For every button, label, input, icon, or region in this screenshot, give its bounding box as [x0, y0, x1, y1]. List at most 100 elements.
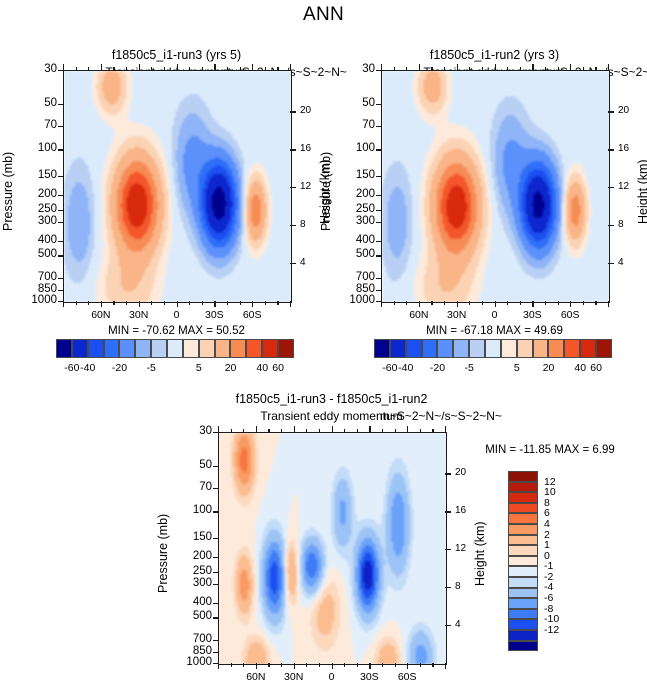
lat-tick-top	[445, 426, 447, 432]
pressure-tick	[58, 103, 63, 105]
pressure-tick-label: 300	[192, 576, 212, 589]
lat-tick-top	[151, 66, 153, 70]
pressure-tick-label: 250	[37, 202, 57, 215]
lat-tick-label: 0	[328, 671, 335, 683]
lat-tick-top	[381, 64, 383, 70]
colorbar-tick-label: 6	[544, 507, 550, 520]
lat-tick	[393, 301, 395, 305]
lat-tick	[582, 301, 584, 305]
colorbar-cell	[532, 339, 549, 358]
colorbar-cell	[508, 640, 538, 652]
colorbar-cell	[437, 339, 454, 358]
height-tick	[290, 187, 296, 189]
plot-area-right[interactable]	[381, 70, 610, 303]
min-label: MIN = -67.18	[426, 325, 493, 337]
lat-tick-top	[230, 428, 232, 432]
colorbar-tick-label: -60	[64, 362, 80, 374]
lat-tick-top	[582, 66, 584, 70]
lat-tick	[519, 301, 521, 305]
lat-tick	[344, 663, 346, 667]
colorbar-cell	[119, 339, 136, 358]
lat-tick	[189, 301, 191, 305]
pressure-tick	[213, 571, 218, 573]
colorbar-cell	[580, 339, 597, 358]
pressure-tick-label: 850	[37, 283, 57, 296]
lat-tick	[557, 301, 559, 305]
lat-tick-top	[63, 64, 65, 70]
plot-area-diff[interactable]	[218, 432, 447, 665]
pressure-tick	[58, 277, 63, 279]
colorbar-tick-label: 20	[542, 362, 555, 374]
lat-tick	[138, 301, 140, 307]
lat-tick	[226, 301, 229, 305]
colorbar-tick-label: -5	[146, 362, 156, 374]
pressure-tick-label: 100	[355, 142, 375, 155]
lat-tick	[544, 301, 547, 305]
lat-tick-top	[431, 66, 433, 70]
pressure-tick	[213, 652, 218, 654]
pressure-tick	[213, 465, 218, 467]
lat-tick-top	[595, 66, 597, 70]
max-label: MAX = 50.52	[178, 325, 245, 337]
lat-tick-top	[444, 66, 446, 70]
colorbar-cell	[135, 339, 152, 358]
lat-tick-top	[268, 428, 270, 432]
height-tick	[608, 225, 614, 227]
colorbar-tick-label: 40	[256, 362, 269, 374]
colorbar-cell	[87, 339, 104, 358]
pressure-tick	[58, 209, 63, 211]
height-tick	[290, 225, 296, 227]
colorbar-right[interactable]	[374, 339, 612, 358]
height-tick	[608, 263, 614, 265]
colorbar-diff[interactable]	[508, 471, 538, 652]
pressure-tick-label: 30	[44, 63, 57, 75]
lat-tick	[469, 301, 471, 305]
colorbar-cell	[278, 339, 294, 358]
colorbar-tick-label: -4	[544, 581, 554, 594]
pressure-tick-label: 50	[362, 96, 375, 109]
lat-tick	[255, 663, 258, 669]
height-tick-label: 12	[618, 181, 630, 193]
pressure-tick	[58, 70, 63, 72]
lat-tick	[369, 663, 371, 669]
colorbar-cell	[389, 339, 406, 358]
colorbar-cell	[508, 471, 538, 482]
colorbar-cell	[508, 587, 538, 599]
max-label: MAX = 49.69	[496, 325, 563, 337]
lat-tick-top	[331, 426, 333, 432]
colorbar-tick-label: -40	[398, 362, 414, 374]
pressure-tick-label: 50	[44, 96, 57, 109]
colorbar-cell	[508, 502, 538, 514]
lat-tick-top	[494, 64, 496, 70]
lat-tick	[431, 301, 433, 305]
colorbar-left[interactable]	[56, 339, 294, 358]
lat-tick-label: 60S	[397, 671, 417, 683]
plot-area-left[interactable]	[63, 70, 292, 303]
lat-tick-top	[407, 426, 409, 432]
pressure-tick	[58, 194, 63, 197]
min-label: MIN = -70.62	[108, 325, 175, 337]
lat-tick-top	[281, 428, 283, 432]
colorbar-tick-label: -10	[544, 613, 560, 626]
colorbar-right-labels: -60 -40 -20 -5 5 20 40 60	[374, 362, 612, 376]
height-tick	[445, 511, 451, 513]
lat-tick	[230, 663, 232, 667]
pressure-tick-label: 200	[37, 187, 57, 200]
lat-tick-top	[239, 66, 241, 70]
pressure-tick-label: 1000	[31, 294, 57, 306]
lat-tick-top	[100, 64, 103, 70]
colorbar-cell	[596, 339, 612, 358]
pressure-tick-label: 700	[192, 632, 212, 645]
colorbar-cell	[230, 339, 247, 358]
colorbar-cell	[508, 523, 538, 535]
lat-tick	[481, 301, 484, 305]
lat-tick	[418, 301, 421, 307]
lat-tick-top	[356, 428, 358, 432]
pressure-tick-label: 150	[355, 169, 375, 182]
lat-tick-top	[507, 66, 509, 70]
minmax-text: MIN = -67.18 MAX = 49.69	[341, 325, 647, 337]
colorbar-cell	[508, 534, 538, 546]
colorbar-cell	[508, 492, 538, 503]
colorbar-tick-label: 5	[513, 362, 520, 374]
lat-tick	[570, 301, 572, 307]
